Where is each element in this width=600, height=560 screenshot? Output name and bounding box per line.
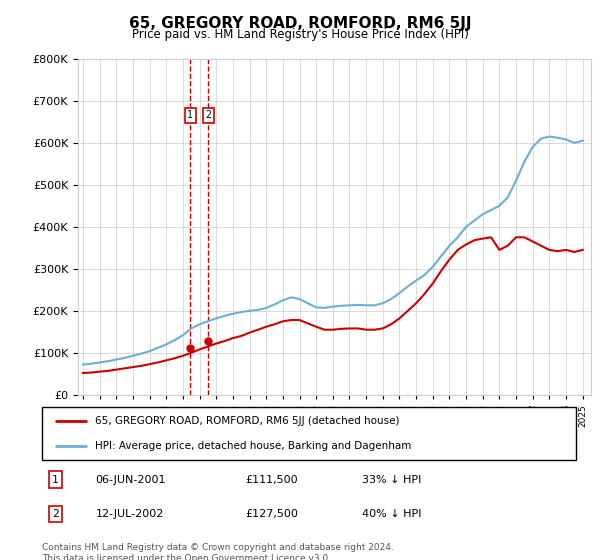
Text: 33% ↓ HPI: 33% ↓ HPI: [362, 475, 422, 485]
FancyBboxPatch shape: [42, 407, 576, 460]
Text: 12-JUL-2002: 12-JUL-2002: [95, 509, 164, 519]
Text: 06-JUN-2001: 06-JUN-2001: [95, 475, 166, 485]
Text: £127,500: £127,500: [245, 509, 298, 519]
Text: HPI: Average price, detached house, Barking and Dagenham: HPI: Average price, detached house, Bark…: [95, 441, 412, 451]
Text: 2: 2: [52, 509, 59, 519]
Text: 65, GREGORY ROAD, ROMFORD, RM6 5JJ (detached house): 65, GREGORY ROAD, ROMFORD, RM6 5JJ (deta…: [95, 417, 400, 427]
Text: 40% ↓ HPI: 40% ↓ HPI: [362, 509, 422, 519]
Text: 1: 1: [52, 475, 59, 485]
Text: 2: 2: [205, 110, 211, 120]
Text: Contains HM Land Registry data © Crown copyright and database right 2024.
This d: Contains HM Land Registry data © Crown c…: [42, 543, 394, 560]
Text: £111,500: £111,500: [245, 475, 298, 485]
Text: 1: 1: [187, 110, 193, 120]
Text: 65, GREGORY ROAD, ROMFORD, RM6 5JJ: 65, GREGORY ROAD, ROMFORD, RM6 5JJ: [129, 16, 471, 31]
Text: Price paid vs. HM Land Registry's House Price Index (HPI): Price paid vs. HM Land Registry's House …: [131, 28, 469, 41]
